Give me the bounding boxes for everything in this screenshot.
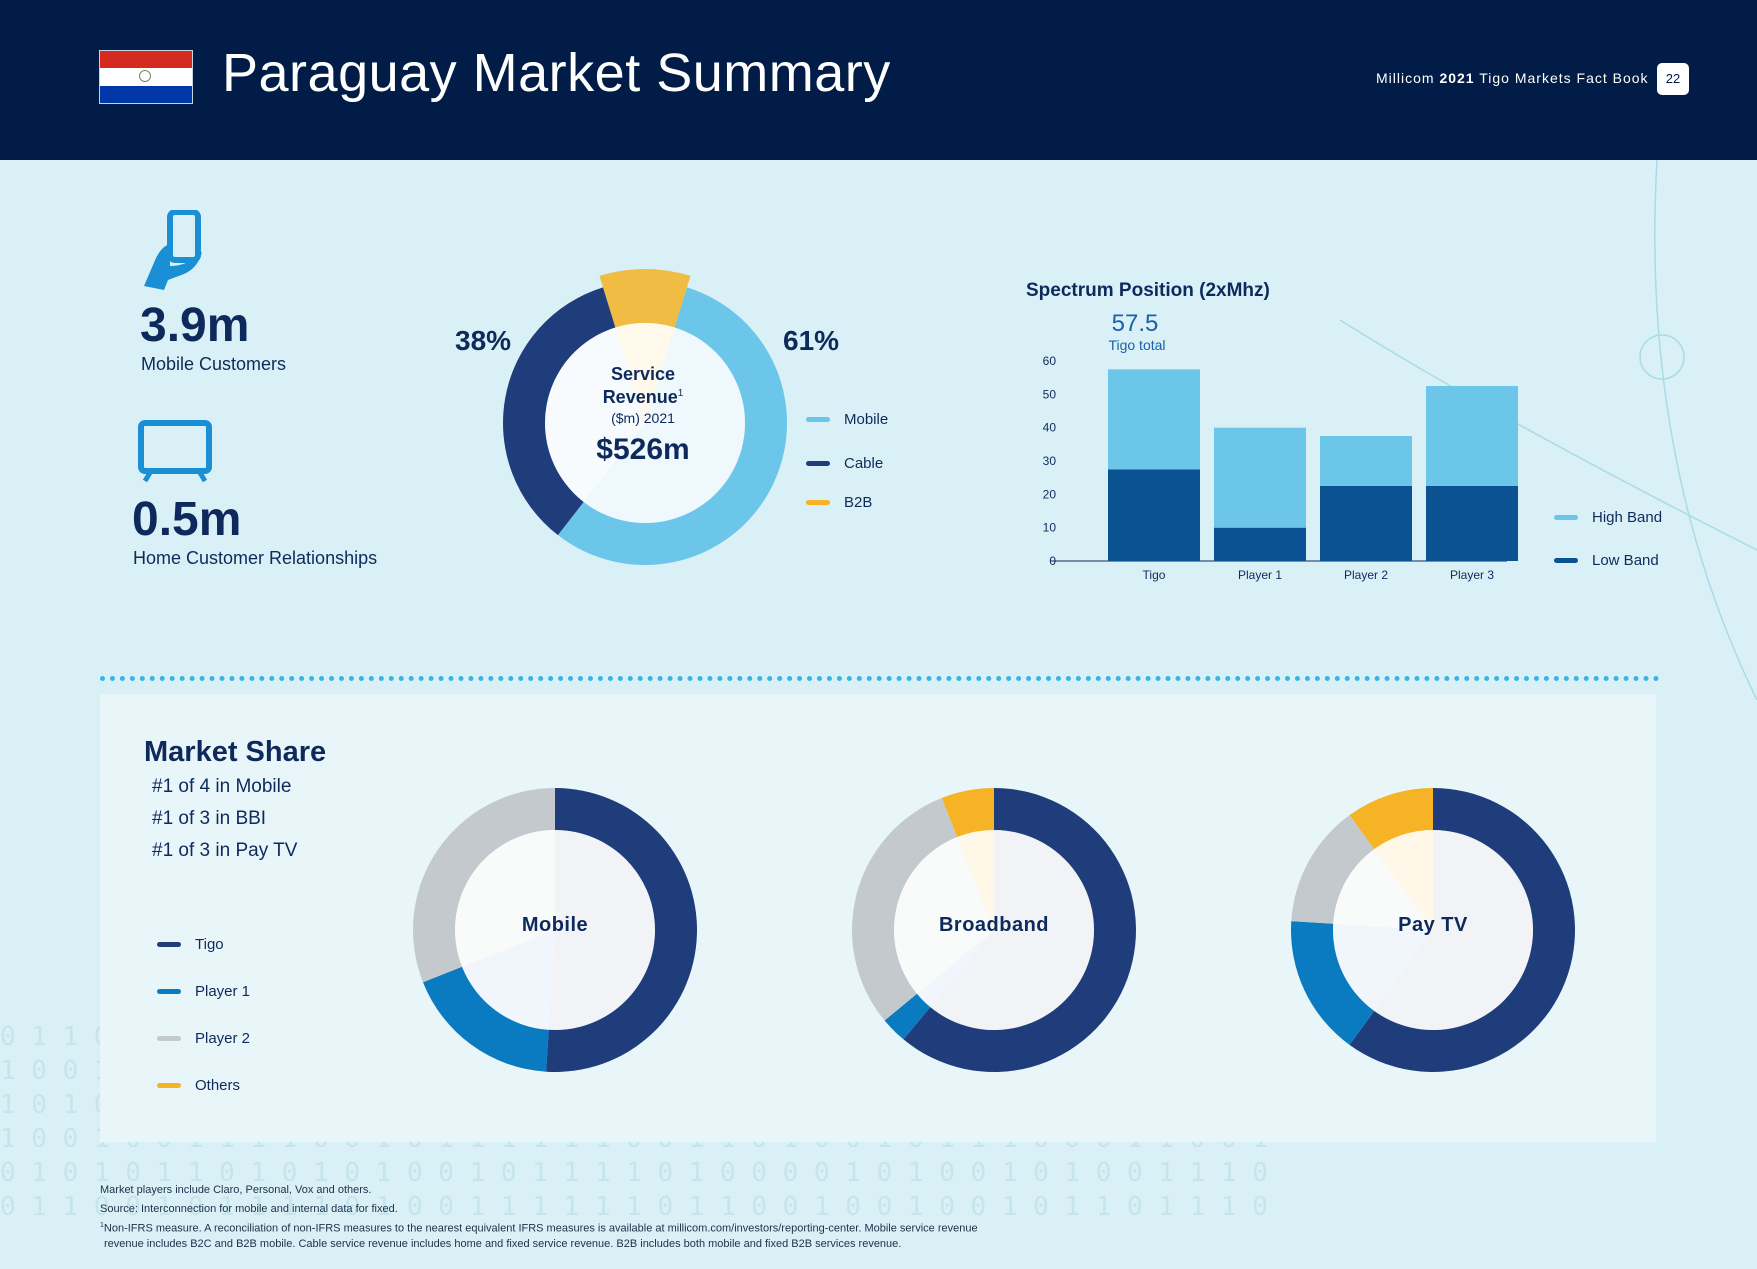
donut-inner-tigo	[548, 830, 656, 1030]
bar-low-band-player-1	[1214, 527, 1306, 561]
donut-inner-player-1	[916, 930, 994, 1008]
donut-inner-player-2	[1333, 849, 1433, 930]
x-tick-label: Player 3	[1450, 568, 1494, 582]
bar-high-band-player-2	[1320, 436, 1412, 486]
donut-segment-player-1	[884, 993, 931, 1040]
bar-low-band-player-2	[1320, 486, 1412, 561]
mobile-customers-label: Mobile Customers	[141, 354, 287, 374]
donut-inner-others	[1374, 830, 1433, 930]
donut-inner-tigo	[1374, 830, 1533, 1030]
service-revenue-center: Service Revenue1 ($m) 2021 $526m	[596, 364, 690, 466]
donut-segment-player-2	[413, 788, 555, 983]
spectrum-total-label: Tigo total	[1108, 337, 1166, 353]
mobile-customers-value: 3.9m	[140, 299, 250, 352]
donut-inner-player-1	[1333, 923, 1433, 1011]
pay-tv-share-donut	[1291, 788, 1575, 1072]
market-share-line: #1 of 3 in BBI	[152, 808, 267, 829]
mobile-share-donut	[413, 788, 698, 1072]
service-revenue-donut	[503, 269, 787, 565]
x-tick-label: Tigo	[1143, 568, 1166, 582]
footnote: revenue includes B2C and B2B mobile. Cab…	[104, 1238, 902, 1250]
donut-hole	[894, 830, 1094, 1030]
bar-high-band-player-1	[1214, 427, 1306, 528]
market-share-line: #1 of 4 in Mobile	[152, 776, 292, 797]
bar-low-band-tigo	[1108, 469, 1200, 561]
y-tick-label: 20	[1043, 487, 1057, 501]
spectrum-legend-high-band: High Band	[1554, 509, 1662, 526]
donut-inner-player-1	[462, 930, 555, 1030]
donut-inner-tigo	[930, 830, 1094, 1030]
footnote: Source: Interconnection for mobile and i…	[100, 1203, 398, 1215]
donut-segment-player-2	[1291, 815, 1375, 924]
y-tick-label: 60	[1043, 354, 1057, 368]
page-number: 22	[1657, 63, 1689, 95]
donut-hole	[455, 830, 655, 1030]
spectrum-legend-low-band: Low Band	[1554, 552, 1659, 569]
header-bar: Paraguay Market Summary Millicom 2021 Ti…	[0, 0, 1757, 160]
tv-icon	[138, 420, 212, 483]
cable-percent-label: 38%	[455, 325, 512, 356]
x-tick-label: Player 2	[1344, 568, 1388, 582]
factbook-label: Millicom 2021 Tigo Markets Fact Book	[1376, 70, 1649, 86]
revenue-segment-b2b	[599, 269, 691, 328]
decorative-lines	[1339, 160, 1757, 700]
footnote: 1Non-IFRS measure. A reconciliation of n…	[100, 1222, 978, 1235]
donut-segment-player-1	[422, 966, 549, 1072]
paraguay-flag-icon	[99, 50, 193, 104]
donut-segment-player-1	[1291, 921, 1375, 1045]
bar-high-band-player-3	[1426, 386, 1518, 486]
broadband-share-donut	[852, 788, 1136, 1072]
page-title: Paraguay Market Summary	[222, 43, 891, 103]
market-share-line: #1 of 3 in Pay TV	[152, 840, 298, 861]
revenue-legend-b2b: B2B	[806, 494, 872, 511]
donut-segment-tigo	[903, 788, 1136, 1072]
revenue-legend-mobile: Mobile	[806, 411, 888, 428]
home-customers-label: Home Customer Relationships	[133, 548, 378, 568]
home-customers-value: 0.5m	[132, 493, 242, 546]
footnote: Market players include Claro, Personal, …	[100, 1184, 372, 1196]
mobile-donut-label: Mobile	[521, 914, 589, 936]
bar-high-band-tigo	[1108, 369, 1200, 470]
phone-in-hand-icon	[144, 210, 202, 290]
donut-hole	[1333, 830, 1533, 1030]
y-tick-label: 50	[1043, 387, 1057, 401]
donut-inner-player-2	[455, 830, 555, 967]
y-tick-label: 40	[1043, 421, 1057, 435]
revenue-segment-cable	[503, 287, 616, 536]
donut-segment-tigo	[1349, 788, 1575, 1072]
revenue-donut-hole	[545, 323, 745, 523]
bar-low-band-player-3	[1426, 486, 1518, 561]
donut-segment-others	[1349, 788, 1433, 850]
mobile-percent-label: 61%	[783, 325, 840, 356]
dotted-divider	[100, 676, 1660, 681]
revenue-segment-mobile	[557, 287, 787, 565]
market-share-title: Market Share	[144, 736, 327, 768]
donut-segment-tigo	[546, 788, 698, 1072]
market-legend-player-2: Player 2	[157, 1030, 250, 1047]
donut-inner-player-2	[894, 837, 994, 994]
spectrum-total-value: 57.5	[1111, 310, 1159, 337]
spectrum-chart-title: Spectrum Position (2xMhz)	[1026, 280, 1270, 301]
y-tick-label: 30	[1043, 454, 1057, 468]
donut-inner-others	[957, 830, 994, 930]
pay-tv-donut-label: Pay TV	[1398, 914, 1468, 936]
revenue-legend-cable: Cable	[806, 455, 883, 472]
x-tick-label: Player 1	[1238, 568, 1282, 582]
market-legend-player-1: Player 1	[157, 983, 250, 1000]
market-legend-others: Others	[157, 1077, 240, 1094]
market-legend-tigo: Tigo	[157, 936, 224, 953]
donut-segment-others	[941, 788, 994, 838]
y-tick-label: 10	[1043, 521, 1057, 535]
broadband-donut-label: Broadband	[938, 914, 1050, 936]
donut-segment-player-2	[852, 797, 958, 1021]
